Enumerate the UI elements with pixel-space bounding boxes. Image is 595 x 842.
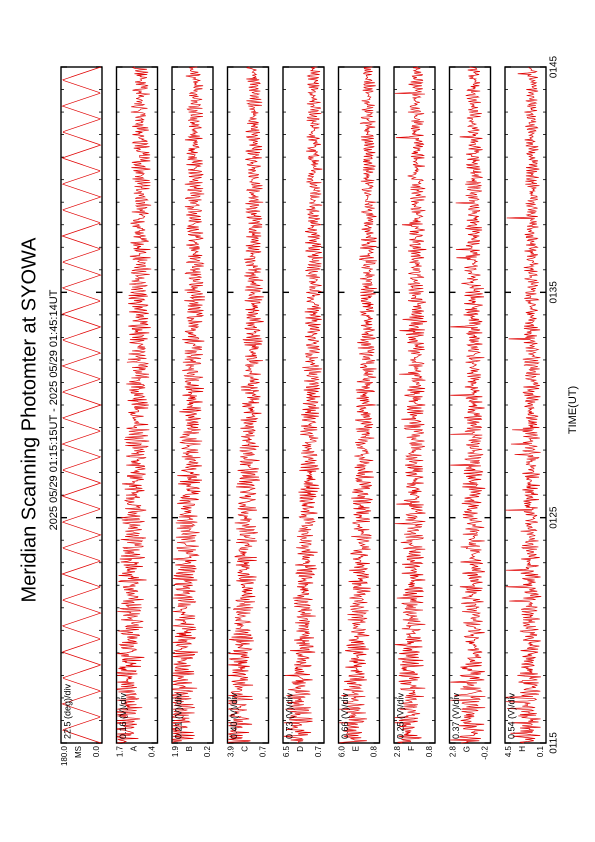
y-max-label: 2.8 <box>449 745 458 757</box>
channel-name-label: E <box>352 746 361 751</box>
series-trace-g <box>450 66 486 744</box>
panel-d: 6.5 D 0.7 0.73 (V)/div <box>282 66 325 757</box>
y-max-label: 180.0 <box>60 745 69 766</box>
panel-b: 1.9 B 0.2 0.21 (V)/div <box>171 66 214 757</box>
series-trace-h <box>505 66 542 744</box>
scale-label: 0.37 (V)/div <box>451 692 461 739</box>
panel-g: 2.8 G -0.2 0.37 (V)/div <box>449 66 492 760</box>
y-min-label: 0.0 <box>92 745 101 757</box>
y-min-label: 0.2 <box>203 745 212 757</box>
channel-name-label: H <box>518 746 527 752</box>
x-tick-label: 0125 <box>549 506 560 529</box>
y-min-label: 0.8 <box>370 745 379 757</box>
x-tick-label: 0135 <box>549 281 560 304</box>
panel-h: 4.5 H 0.1 0.54 (V)/div <box>504 66 547 757</box>
y-max-label: 2.8 <box>393 745 402 757</box>
panel-e: 6.0 E 0.8 0.66 (V)/div <box>338 66 381 757</box>
panel-c: 3.9 C 0.7 0.40 (V)/div <box>227 66 270 757</box>
x-axis-label: TIME(UT) <box>567 386 579 434</box>
series-trace-ms <box>61 66 102 744</box>
x-tick-label: 0115 <box>549 732 560 754</box>
channel-name-label: C <box>241 746 250 752</box>
series-trace-c <box>227 66 264 743</box>
x-tick-label: 0145 <box>549 55 560 78</box>
scale-label: 0.16 (V)/div <box>118 692 128 739</box>
y-max-label: 6.5 <box>282 745 291 757</box>
series-trace-d <box>283 66 323 744</box>
channel-name-label: A <box>130 745 139 751</box>
chart-subtitle: 2025 05/29 01:15:15UT - 2025 05/29 01:45… <box>48 289 60 530</box>
y-min-label: -0.2 <box>481 745 490 759</box>
series-trace-b <box>171 66 205 743</box>
channel-name-label: F <box>407 746 416 751</box>
channel-name-label: G <box>463 746 472 752</box>
y-min-label: 0.4 <box>148 745 157 757</box>
x-tick-labels: 0115 0125 0135 0145 <box>549 55 560 753</box>
chart-title: Meridian Scanning Photomter at SYOWA <box>18 237 40 603</box>
channel-name-label: D <box>296 746 305 752</box>
scale-label: 0.66 (V)/div <box>340 692 350 739</box>
y-min-label: 0.7 <box>314 745 323 757</box>
panel-group: 180.0 MS 0.0 22.5 (deg)/div 1.7 A 0.4 0.16 (V)/… <box>60 66 547 766</box>
y-max-label: 4.5 <box>504 745 513 757</box>
series-trace-e <box>339 66 377 744</box>
channel-name-label: B <box>185 746 194 751</box>
scale-label: 22.5 (deg)/div <box>62 683 72 739</box>
channel-name-label: MS <box>74 746 83 758</box>
scale-label: 0.73 (V)/div <box>284 692 294 739</box>
series-trace-a <box>116 66 152 744</box>
y-max-label: 1.9 <box>171 745 180 757</box>
panel-ms: 180.0 MS 0.0 22.5 (deg)/div <box>60 66 103 766</box>
y-max-label: 1.7 <box>116 745 125 757</box>
series-trace-f <box>394 66 428 744</box>
panel-f: 2.8 F 0.8 0.25 (V)/div <box>393 66 436 757</box>
y-min-label: 0.8 <box>425 745 434 757</box>
y-min-label: 0.1 <box>536 745 545 757</box>
scale-label: 0.21 (V)/div <box>173 692 183 739</box>
panel-a: 1.7 A 0.4 0.16 (V)/div <box>116 66 159 757</box>
scale-label: 0.54 (V)/div <box>506 692 516 739</box>
scale-label: 0.25 (V)/div <box>395 692 405 739</box>
scale-label: 0.40 (V)/div <box>229 692 239 739</box>
y-max-label: 3.9 <box>227 745 236 757</box>
y-min-label: 0.7 <box>259 745 268 757</box>
y-max-label: 6.0 <box>338 745 347 757</box>
